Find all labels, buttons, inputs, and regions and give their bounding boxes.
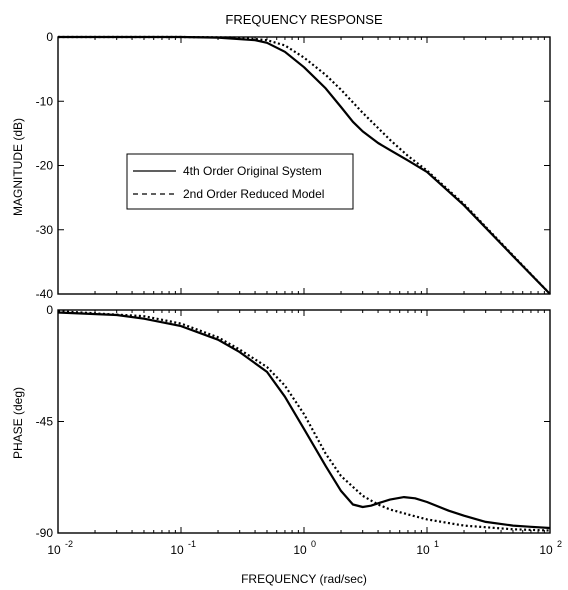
phase-xtick-label: 10 <box>293 543 307 557</box>
phase-xtick-exponent: 1 <box>434 539 439 549</box>
phase-ylabel: PHASE (deg) <box>11 387 25 459</box>
phase-xtick-label: 10 <box>416 543 430 557</box>
phase-frame <box>57 309 551 534</box>
phase-xtick-exponent: -1 <box>188 539 196 549</box>
phase-series-original <box>57 311 551 530</box>
magnitude-ytick-label: -20 <box>36 159 54 173</box>
legend-label-original: 4th Order Original System <box>183 164 322 178</box>
phase-ytick-label: -90 <box>36 526 54 540</box>
chart-title: FREQUENCY RESPONSE <box>225 12 383 27</box>
phase-xtick-label: 10 <box>170 543 184 557</box>
phase-ytick-label: -45 <box>36 415 54 429</box>
phase-ytick-label: 0 <box>46 303 53 317</box>
phase-xlabel: FREQUENCY (rad/sec) <box>241 572 367 586</box>
phase-xtick-label: 10 <box>47 543 61 557</box>
phase-xtick-exponent: 0 <box>311 539 316 549</box>
magnitude-series-original <box>58 35 551 295</box>
magnitude-ytick-label: -10 <box>36 94 54 108</box>
phase-plot: 0 -45 -90 10 -2 10 -1 10 0 10 1 10 2 PHASE (deg) FRE… <box>11 303 562 586</box>
magnitude-ytick-label: 0 <box>46 30 53 44</box>
magnitude-ytick-label: -40 <box>36 287 54 301</box>
phase-xtick-exponent: 2 <box>557 539 562 549</box>
legend-label-reduced: 2nd Order Reduced Model <box>183 187 324 201</box>
magnitude-ylabel: MAGNITUDE (dB) <box>11 118 25 216</box>
magnitude-series-reduced <box>58 35 551 295</box>
phase-axes: 0 -45 -90 10 -2 10 -1 10 0 10 1 10 2 <box>36 303 562 557</box>
magnitude-ytick-label: -30 <box>36 223 54 237</box>
magnitude-legend: 4th Order Original System 2nd Order Redu… <box>126 153 354 210</box>
phase-xtick-label: 10 <box>539 543 553 557</box>
phase-xtick-exponent: -2 <box>65 539 73 549</box>
legend-box <box>126 153 354 210</box>
magnitude-series <box>58 35 551 295</box>
phase-series-reduced <box>57 310 551 532</box>
magnitude-plot: 0 -10 -20 -30 -40 MAGNITUDE (dB) 4th Order O… <box>11 30 551 301</box>
phase-series <box>57 310 551 532</box>
